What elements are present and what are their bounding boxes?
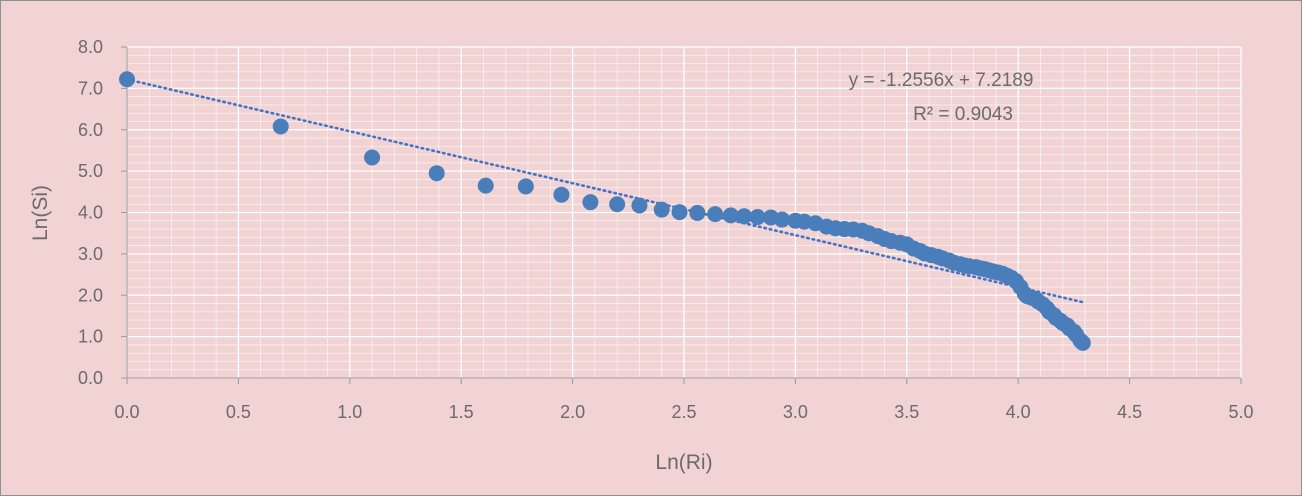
data-points bbox=[119, 71, 1091, 351]
x-axis-title: Ln(Ri) bbox=[655, 451, 712, 474]
data-point bbox=[722, 207, 739, 224]
x-tick-label: 2.0 bbox=[560, 402, 585, 422]
data-point bbox=[671, 204, 688, 221]
x-tick-label: 1.5 bbox=[449, 402, 474, 422]
y-tick-label: 1.0 bbox=[78, 327, 103, 347]
x-tick-label: 1.0 bbox=[337, 402, 362, 422]
y-tick-label: 8.0 bbox=[78, 37, 103, 57]
y-tick-label: 7.0 bbox=[78, 78, 103, 98]
data-point bbox=[119, 71, 135, 88]
x-tick-label: 3.0 bbox=[783, 402, 808, 422]
data-point bbox=[582, 194, 599, 211]
data-point bbox=[774, 211, 791, 228]
x-tick-label: 0.5 bbox=[226, 402, 251, 422]
x-tick-label: 3.5 bbox=[894, 402, 919, 422]
trendline-r-squared: R² = 0.9043 bbox=[913, 104, 1013, 125]
data-point bbox=[477, 177, 494, 194]
y-tick-label: 6.0 bbox=[78, 120, 103, 140]
data-point bbox=[631, 197, 648, 214]
x-tick-label: 4.0 bbox=[1006, 402, 1031, 422]
data-point bbox=[736, 208, 753, 225]
data-point bbox=[517, 178, 534, 195]
x-tick-label: 5.0 bbox=[1228, 402, 1253, 422]
data-point bbox=[364, 149, 381, 166]
data-point bbox=[553, 186, 570, 203]
y-tick-labels: 0.0 1.0 2.0 3.0 4.0 5.0 6.0 7.0 8.0 bbox=[78, 37, 103, 388]
y-tick-label: 0.0 bbox=[78, 368, 103, 388]
x-tick-labels: 0.0 0.5 1.0 1.5 2.0 2.5 3.0 3.5 4.0 4.5 5.0 bbox=[114, 402, 1253, 422]
data-point bbox=[749, 209, 766, 226]
data-point bbox=[1074, 334, 1091, 351]
trendline-equation: y = -1.2556x + 7.2189 bbox=[849, 70, 1034, 91]
data-point bbox=[609, 196, 626, 213]
data-point bbox=[707, 206, 724, 223]
axes bbox=[121, 46, 1242, 384]
data-point bbox=[653, 201, 670, 218]
data-point bbox=[428, 165, 445, 182]
y-tick-label: 4.0 bbox=[78, 203, 103, 223]
y-axis-title: Ln(Si) bbox=[29, 185, 52, 241]
trendline bbox=[125, 78, 1085, 304]
x-tick-label: 4.5 bbox=[1117, 402, 1142, 422]
data-point bbox=[272, 118, 289, 135]
y-tick-label: 3.0 bbox=[78, 244, 103, 264]
y-tick-label: 2.0 bbox=[78, 285, 103, 305]
y-tick-label: 5.0 bbox=[78, 161, 103, 181]
data-point bbox=[689, 204, 706, 221]
trendline-layer bbox=[125, 78, 1085, 304]
x-tick-label: 0.0 bbox=[114, 402, 139, 422]
x-tick-label: 2.5 bbox=[671, 402, 696, 422]
grid bbox=[126, 46, 1242, 379]
